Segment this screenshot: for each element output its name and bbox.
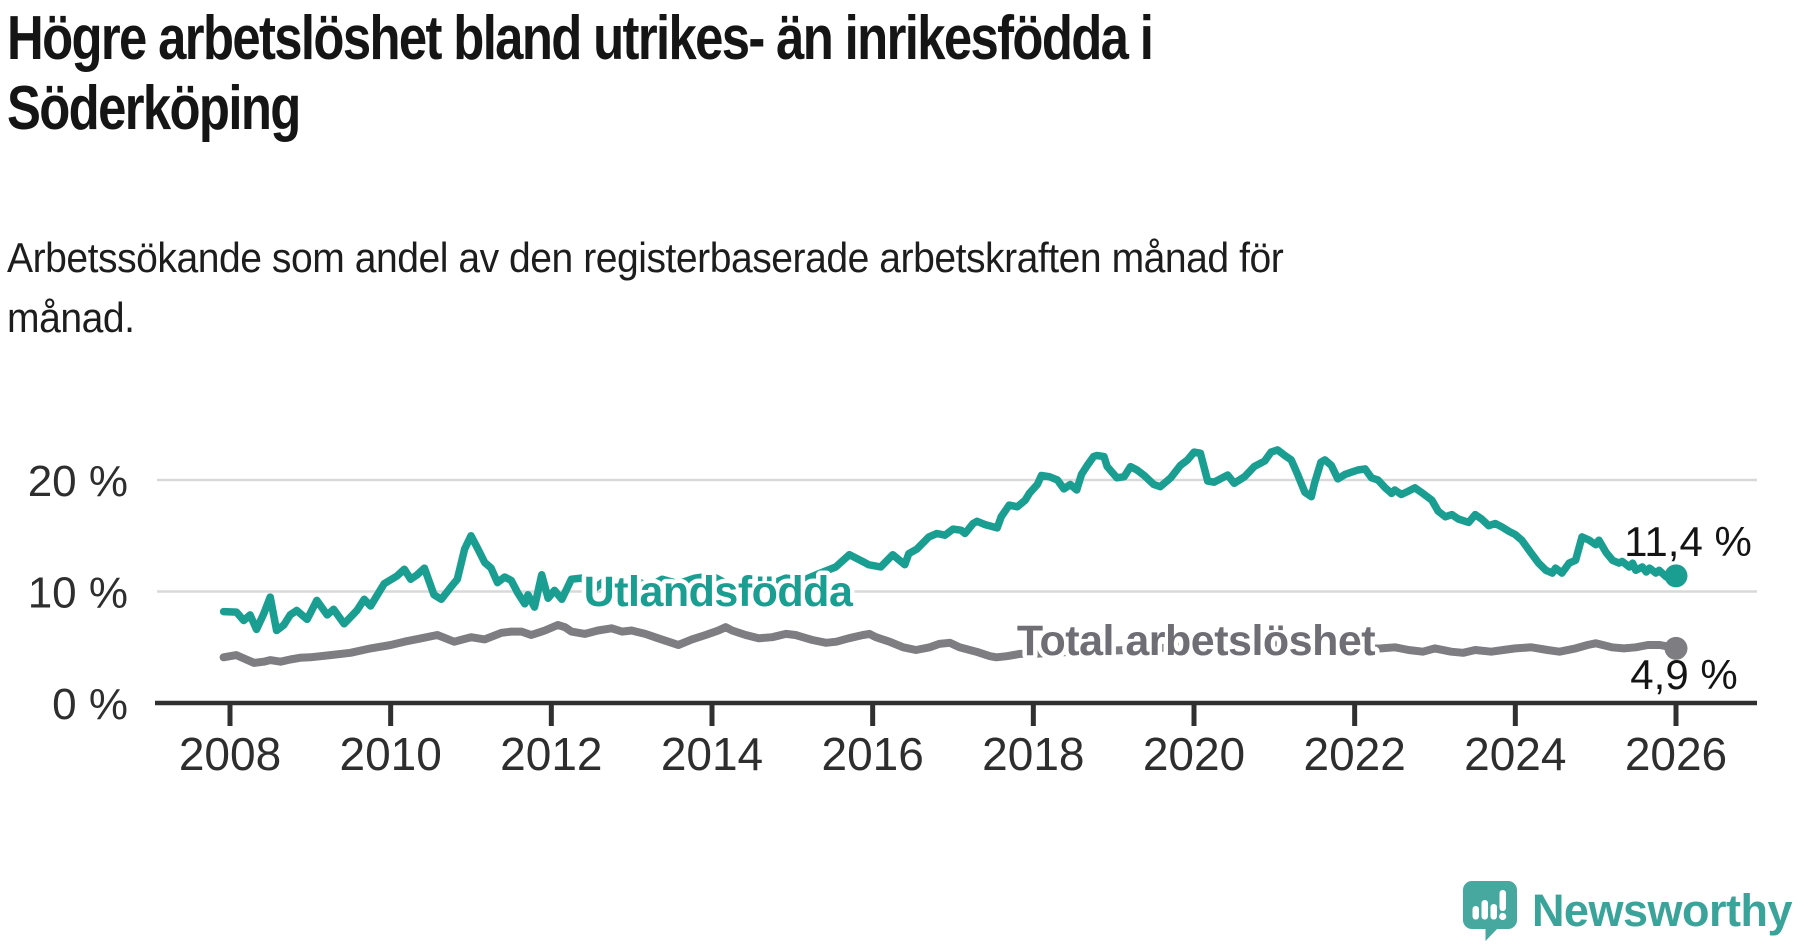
bar-chart-bar-2: [1481, 900, 1488, 920]
bar-chart-bar-1: [1472, 906, 1479, 920]
x-tick-label-2012: 2012: [500, 728, 602, 780]
series-end-dot-utlandsf-dda: [1664, 564, 1688, 588]
exclamation-dot: [1499, 912, 1507, 921]
series-end-dot-total-arbetsl-shet: [1664, 636, 1688, 660]
exclamation-bar: [1499, 890, 1506, 911]
series-label-utlandsf-dda: Utlandsfödda: [584, 568, 854, 616]
x-tick-label-2014: 2014: [661, 728, 763, 780]
x-tick-label-2016: 2016: [821, 728, 923, 780]
series-label-total-arbetsl-shet: Total arbetslöshet: [1017, 617, 1375, 665]
x-tick-label-2022: 2022: [1303, 728, 1405, 780]
end-value-label-total-arbetsl-shet: 4,9 %: [1630, 651, 1737, 698]
newsworthy-logo: Newsworthy: [1462, 880, 1793, 942]
x-tick-label-2008: 2008: [179, 728, 281, 780]
page-title: Högre arbetslöshet bland utrikes- än inr…: [7, 4, 1154, 144]
end-value-label-utlandsf-dda: 11,4 %: [1624, 518, 1752, 565]
y-tick-label-10: 10 %: [28, 569, 128, 618]
x-tick-label-2026: 2026: [1625, 728, 1727, 780]
newsworthy-logo-text: Newsworthy: [1531, 885, 1793, 936]
x-tick-label-2010: 2010: [339, 728, 441, 780]
page-subtitle-line1: Arbetssökande som andel av den registerb…: [7, 234, 1284, 281]
page-title-line1: Högre arbetslöshet bland utrikes- än inr…: [7, 4, 1154, 73]
x-tick-label-2018: 2018: [982, 728, 1084, 780]
y-tick-label-20: 20 %: [28, 457, 128, 506]
x-tick-label-2020: 2020: [1143, 728, 1245, 780]
speech-bubble-shape: [1462, 881, 1517, 941]
x-tick-label-2024: 2024: [1464, 728, 1566, 780]
newsworthy-logo-icon: [1462, 881, 1517, 941]
page-subtitle-line2: månad.: [7, 294, 135, 341]
page-title-line2: Söderköping: [7, 74, 301, 143]
page-subtitle: Arbetssökande som andel av den registerb…: [7, 228, 1284, 348]
y-tick-label-0: 0 %: [52, 680, 128, 729]
series-line-total-arbetsl-shet: [219, 621, 1680, 667]
series-line-utlandsf-dda: [219, 446, 1680, 635]
bar-chart-bar-3: [1490, 904, 1497, 920]
